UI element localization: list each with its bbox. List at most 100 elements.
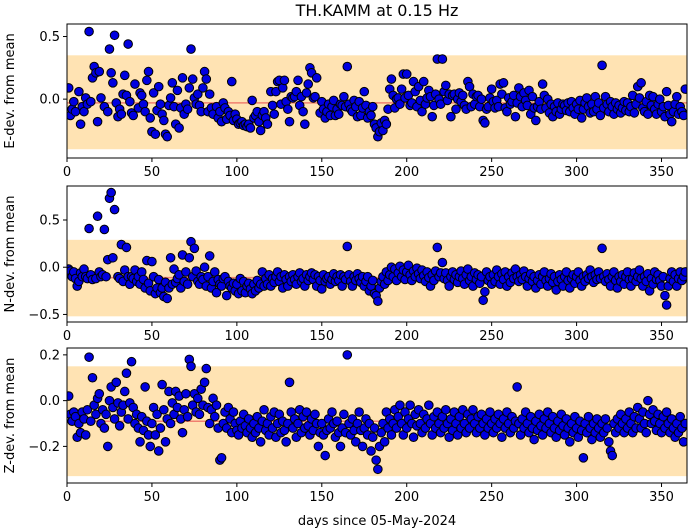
data-point xyxy=(155,423,166,433)
x-tick-label: 250 xyxy=(479,329,504,344)
y-tick-label: −0.2 xyxy=(28,440,60,455)
data-point xyxy=(145,113,156,123)
data-point xyxy=(204,418,215,429)
data-point xyxy=(284,377,295,388)
data-point xyxy=(167,78,178,88)
data-point xyxy=(510,111,521,122)
data-point xyxy=(67,83,74,93)
data-point xyxy=(367,101,378,112)
data-point xyxy=(661,407,672,417)
data-point xyxy=(680,84,687,94)
data-point xyxy=(165,418,176,429)
x-tick-label: 150 xyxy=(309,329,334,344)
points-e xyxy=(67,26,687,142)
data-point xyxy=(564,437,575,447)
data-point xyxy=(303,79,314,89)
data-point xyxy=(342,241,353,252)
x-tick-label: 200 xyxy=(394,329,419,344)
data-point xyxy=(255,125,266,136)
data-point xyxy=(87,372,98,383)
data-point xyxy=(143,66,154,77)
data-point xyxy=(678,437,687,447)
y-tick-label: −0.5 xyxy=(28,308,60,323)
data-point xyxy=(672,91,682,102)
data-point xyxy=(660,290,670,301)
data-point xyxy=(486,84,497,94)
data-point xyxy=(259,404,269,415)
data-point xyxy=(497,432,507,443)
x-tick-label: 200 xyxy=(394,165,419,180)
data-point xyxy=(316,418,327,429)
data-point xyxy=(320,450,330,461)
data-point xyxy=(135,437,145,447)
data-point xyxy=(114,420,125,431)
data-point xyxy=(678,110,687,121)
data-point xyxy=(142,75,152,86)
data-point xyxy=(310,91,320,102)
data-point xyxy=(157,379,167,390)
data-point xyxy=(366,446,376,456)
data-point xyxy=(165,252,176,263)
data-point xyxy=(123,39,133,49)
data-point xyxy=(262,119,273,129)
data-point xyxy=(498,78,509,88)
x-tick-label: 250 xyxy=(479,165,504,180)
data-point xyxy=(130,79,140,89)
data-point xyxy=(119,70,130,81)
data-point xyxy=(94,66,105,77)
x-tick-label: 100 xyxy=(224,329,249,344)
data-point xyxy=(597,243,607,254)
data-point xyxy=(74,86,84,97)
axes-n: 0 50 100 150 200 250 300 350 0.5 0.0 −0.5 N-dev. fr… xyxy=(3,185,688,344)
y-tick-label: 0.0 xyxy=(39,93,60,108)
data-point xyxy=(284,116,295,127)
data-point xyxy=(342,350,353,360)
data-point xyxy=(92,211,103,222)
data-point xyxy=(451,104,461,114)
data-point xyxy=(165,93,176,103)
data-point xyxy=(184,252,195,263)
data-point xyxy=(675,411,686,422)
data-point xyxy=(96,93,106,103)
data-point xyxy=(350,437,361,447)
data-point xyxy=(186,44,196,54)
data-point xyxy=(189,243,200,254)
points-z xyxy=(67,350,687,475)
figure-title: TH.KAMM at 0.15 Hz xyxy=(295,1,459,20)
x-tick-label: 150 xyxy=(309,490,334,505)
data-point xyxy=(108,252,118,263)
data-point xyxy=(401,69,412,79)
data-point xyxy=(283,104,293,114)
data-point xyxy=(327,407,337,417)
y-tick-label: 0.5 xyxy=(39,214,60,229)
data-point xyxy=(666,116,677,127)
data-point xyxy=(629,108,640,118)
data-point xyxy=(478,295,488,306)
data-point xyxy=(512,382,522,392)
data-point xyxy=(379,437,390,447)
data-point xyxy=(333,109,344,119)
data-point xyxy=(444,281,454,291)
data-point xyxy=(376,427,387,438)
data-point xyxy=(211,287,222,298)
data-point xyxy=(187,74,198,84)
data-point xyxy=(342,61,353,72)
data-point xyxy=(174,123,184,133)
data-point xyxy=(359,86,370,97)
data-point xyxy=(366,110,376,121)
data-point xyxy=(102,106,113,117)
data-point xyxy=(641,427,652,438)
data-point xyxy=(313,441,324,452)
data-point xyxy=(147,256,157,267)
data-point xyxy=(91,409,101,420)
data-point xyxy=(126,356,137,367)
data-point xyxy=(172,85,183,96)
data-point xyxy=(432,242,443,253)
data-point xyxy=(468,404,478,415)
x-tick-label: 350 xyxy=(649,490,674,505)
data-point xyxy=(269,109,280,119)
data-point xyxy=(140,382,150,392)
data-point xyxy=(123,414,133,424)
data-point xyxy=(209,411,220,422)
data-point xyxy=(182,411,193,422)
